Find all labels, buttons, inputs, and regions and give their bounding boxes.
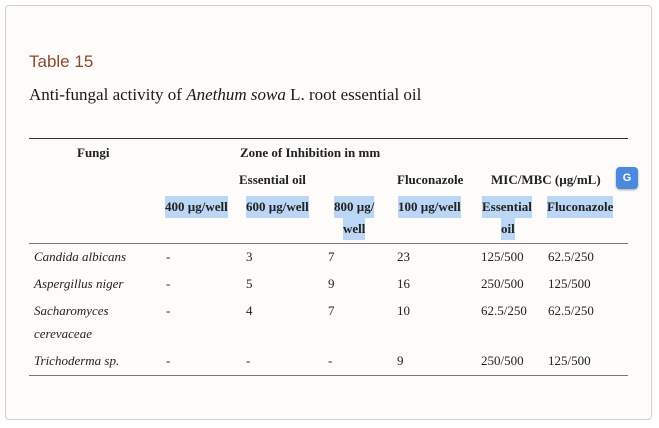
header-mic-essential-oil-line2: oil (501, 218, 515, 240)
header-fluconazole: Fluconazole (397, 172, 464, 187)
row-400: - (166, 303, 171, 318)
row-mic-essential-oil: 250/500 (481, 353, 524, 368)
row-fungi-name-line2: cerevaceae (34, 326, 92, 341)
table-caption: Anti-fungal activity of Anethum sowa L. … (29, 85, 422, 104)
header-fungi: Fungi (77, 145, 110, 160)
row-mic-essential-oil: 62.5/250 (481, 303, 527, 318)
header-mic-fluconazole: Fluconazole (547, 196, 614, 218)
row-fungi-name: Trichoderma sp. (34, 353, 120, 368)
row-mic-fluconazole: 62.5/250 (548, 249, 594, 264)
header-100-ug-well: 100 µg/well (398, 196, 461, 218)
row-fungi-name: Sacharomyces (34, 303, 109, 318)
header-mic-essential-oil-line1: Essential (482, 196, 532, 218)
table-top-rule (29, 138, 628, 139)
table-bottom-rule (29, 375, 628, 376)
row-600: 5 (246, 276, 253, 291)
header-zone-of-inhibition: Zone of Inhibition in mm (240, 145, 381, 160)
row-400: - (166, 353, 171, 368)
row-mic-essential-oil: 125/500 (481, 249, 524, 264)
row-fungi-name: Candida albicans (34, 249, 127, 264)
row-fungi-name: Aspergillus niger (34, 276, 124, 291)
row-800: - (328, 353, 333, 368)
table-label: Table 15 (29, 52, 94, 71)
header-essential-oil: Essential oil (239, 172, 306, 187)
header-divider (29, 243, 628, 244)
row-mic-fluconazole: 62.5/250 (548, 303, 594, 318)
row-800: 7 (328, 249, 335, 264)
header-400-ug-well: 400 µg/well (165, 196, 228, 218)
header-800-ug-well-line1: 800 µg/ (334, 196, 375, 218)
row-100: 16 (397, 276, 410, 291)
row-400: - (166, 249, 171, 264)
row-100: 9 (397, 353, 404, 368)
row-800: 9 (328, 276, 335, 291)
header-800-ug-well-line2: well (343, 218, 366, 240)
table-container (5, 5, 652, 420)
header-600-ug-well: 600 µg/well (246, 196, 309, 218)
row-mic-essential-oil: 250/500 (481, 276, 524, 291)
row-100: 23 (397, 249, 410, 264)
row-mic-fluconazole: 125/500 (548, 276, 591, 291)
translate-icon[interactable]: G (616, 167, 638, 189)
row-100: 10 (397, 303, 410, 318)
header-mic-mbc: MIC/MBC (µg/mL) (491, 172, 601, 187)
row-mic-fluconazole: 125/500 (548, 353, 591, 368)
row-400: - (166, 276, 171, 291)
row-600: 3 (246, 249, 253, 264)
row-800: 7 (328, 303, 335, 318)
row-600: - (246, 353, 251, 368)
row-600: 4 (246, 303, 253, 318)
